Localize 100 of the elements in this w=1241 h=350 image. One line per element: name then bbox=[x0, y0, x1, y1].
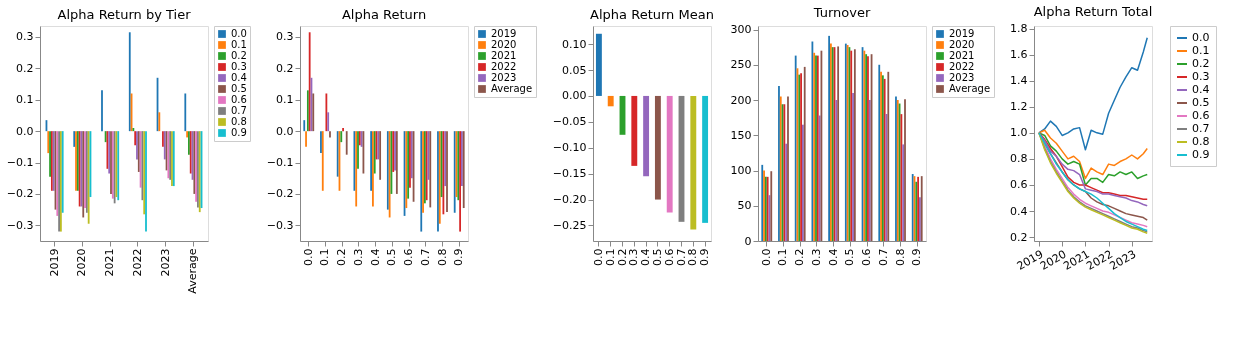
legend-label: 2023 bbox=[949, 72, 975, 83]
legend-label: Average bbox=[491, 83, 533, 94]
chart-title: Alpha Return Mean bbox=[590, 7, 714, 22]
x-tick-label: 0.9 bbox=[910, 248, 924, 266]
legend-label: 0.7 bbox=[231, 105, 247, 116]
y-tick-label: −0.3 bbox=[266, 218, 294, 232]
chart-title: Alpha Return Total bbox=[1033, 3, 1153, 19]
x-tick-label: 2020 bbox=[75, 248, 89, 277]
x-tick-label: 0.2 bbox=[793, 248, 807, 266]
x-tick-label: 0.7 bbox=[418, 248, 432, 266]
y-tick-label: 0.10 bbox=[562, 37, 587, 51]
legend-label: 0.7 bbox=[1192, 122, 1210, 135]
y-tick-label: 1.8 bbox=[1010, 22, 1028, 36]
x-tick-label: 0.5 bbox=[843, 248, 857, 266]
y-tick-label: 0.0 bbox=[16, 124, 34, 138]
x-tick-label: 0.3 bbox=[627, 248, 641, 266]
y-tick-label: 0.05 bbox=[562, 63, 587, 77]
y-tick-label: 0 bbox=[744, 234, 752, 248]
legend-label: 0.5 bbox=[231, 83, 247, 94]
y-tick-label: 0.4 bbox=[1010, 204, 1028, 218]
y-tick-label: 100 bbox=[730, 164, 752, 178]
legend-label: 2021 bbox=[949, 50, 975, 61]
x-tick-label: 0.6 bbox=[860, 248, 874, 266]
legend-label: 2022 bbox=[491, 61, 517, 72]
x-tick-label: Average bbox=[186, 248, 200, 294]
y-tick-label: 0.8 bbox=[1010, 152, 1028, 166]
y-tick-label: 0.6 bbox=[1010, 178, 1028, 192]
x-tick-label: 0.1 bbox=[318, 248, 332, 266]
legend-label: Average bbox=[949, 83, 991, 94]
x-tick-label: 0.3 bbox=[809, 248, 823, 266]
y-tick-label: 1.4 bbox=[1010, 74, 1028, 88]
legend-label: 2020 bbox=[949, 39, 975, 50]
legend-label: 0.5 bbox=[1192, 96, 1210, 109]
x-tick-label: 0.8 bbox=[435, 248, 449, 266]
y-tick-label: −0.1 bbox=[266, 156, 294, 170]
y-tick-label: 1.0 bbox=[1010, 126, 1028, 140]
y-tick-label: 1.6 bbox=[1010, 48, 1028, 62]
y-tick-label: 1.2 bbox=[1010, 100, 1028, 114]
x-tick-label: 2021 bbox=[103, 248, 117, 277]
legend-label: 0.1 bbox=[231, 39, 247, 50]
legend-label: 0.1 bbox=[1192, 44, 1210, 57]
legend-label: 0.2 bbox=[231, 50, 247, 61]
y-tick-label: 150 bbox=[730, 128, 752, 142]
y-tick-label: −0.3 bbox=[6, 218, 34, 232]
chart-title: Alpha Return bbox=[341, 6, 427, 22]
x-tick-label: 0.8 bbox=[686, 248, 700, 266]
x-tick-label: 0.8 bbox=[893, 248, 907, 266]
y-tick-label: 250 bbox=[730, 58, 752, 72]
legend-label: 0.6 bbox=[231, 94, 247, 105]
x-tick-label: 0.4 bbox=[368, 248, 382, 266]
y-tick-label: 0.2 bbox=[276, 61, 294, 75]
y-tick-label: 0.3 bbox=[16, 30, 34, 44]
legend-label: 0.2 bbox=[1192, 57, 1210, 70]
x-tick-label: 0.2 bbox=[615, 248, 629, 266]
legend-label: 0.9 bbox=[231, 127, 247, 138]
y-tick-label: −0.10 bbox=[552, 141, 587, 155]
legend-label: 2020 bbox=[491, 39, 517, 50]
legend-label: 0.0 bbox=[1192, 31, 1210, 44]
x-tick-label: 0.9 bbox=[698, 248, 712, 266]
x-tick-label: 0.5 bbox=[385, 248, 399, 266]
y-tick-label: 200 bbox=[730, 93, 752, 107]
chart-title: Turnover bbox=[812, 4, 871, 20]
legend-label: 0.8 bbox=[231, 116, 247, 127]
x-tick-label: 2022 bbox=[130, 248, 144, 277]
x-tick-label: 0.7 bbox=[674, 248, 688, 266]
x-tick-label: 2019 bbox=[47, 248, 61, 277]
x-tick-label: 0.6 bbox=[402, 248, 416, 266]
y-tick-label: −0.20 bbox=[552, 193, 587, 207]
y-tick-label: −0.1 bbox=[6, 156, 34, 170]
y-tick-label: 0.3 bbox=[276, 30, 294, 44]
x-tick-label: 0.1 bbox=[603, 248, 617, 266]
y-tick-label: 0.1 bbox=[16, 93, 34, 107]
y-tick-label: 0.00 bbox=[562, 89, 587, 103]
x-tick-label: 0.9 bbox=[452, 248, 466, 266]
legend-label: 0.0 bbox=[231, 28, 247, 39]
x-tick-label: 2023 bbox=[158, 248, 172, 277]
legend-label: 2022 bbox=[949, 61, 975, 72]
x-tick-label: 0.1 bbox=[776, 248, 790, 266]
legend-label: 2019 bbox=[949, 28, 975, 39]
legend-label: 0.8 bbox=[1192, 135, 1210, 148]
chart-title: Alpha Return by Tier bbox=[57, 6, 192, 22]
legend-label: 0.4 bbox=[1192, 83, 1210, 96]
legend-label: 0.6 bbox=[1192, 109, 1210, 122]
y-tick-label: −0.15 bbox=[552, 167, 587, 181]
x-tick-label: 0.7 bbox=[876, 248, 890, 266]
y-tick-label: −0.05 bbox=[552, 115, 587, 129]
x-tick-label: 0.3 bbox=[351, 248, 365, 266]
legend-label: 0.3 bbox=[231, 61, 247, 72]
y-tick-label: −0.2 bbox=[266, 187, 294, 201]
legend-label: 0.9 bbox=[1192, 148, 1210, 161]
x-tick-label: 0.6 bbox=[662, 248, 676, 266]
legend-label: 0.4 bbox=[231, 72, 247, 83]
legend-label: 2021 bbox=[491, 50, 517, 61]
y-tick-label: 0.2 bbox=[1010, 230, 1028, 244]
x-tick-label: 0.0 bbox=[759, 248, 773, 266]
x-tick-label: 0.0 bbox=[301, 248, 315, 266]
y-tick-label: 0.1 bbox=[276, 93, 294, 107]
x-tick-label: 0.4 bbox=[639, 248, 653, 266]
x-tick-label: 0.4 bbox=[826, 248, 840, 266]
legend-label: 0.3 bbox=[1192, 70, 1210, 83]
